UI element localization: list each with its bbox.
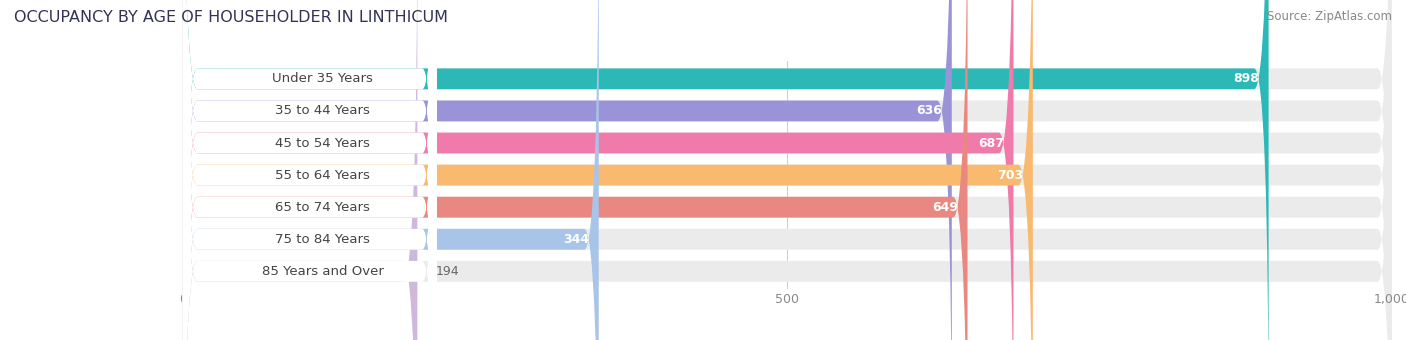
Text: 65 to 74 Years: 65 to 74 Years: [276, 201, 370, 214]
FancyBboxPatch shape: [183, 0, 1033, 340]
Text: 898: 898: [1233, 72, 1258, 85]
Text: 35 to 44 Years: 35 to 44 Years: [276, 104, 370, 117]
FancyBboxPatch shape: [183, 0, 418, 340]
Text: 194: 194: [436, 265, 460, 278]
Text: 85 Years and Over: 85 Years and Over: [262, 265, 384, 278]
Text: 703: 703: [997, 169, 1024, 182]
FancyBboxPatch shape: [183, 0, 952, 340]
FancyBboxPatch shape: [183, 0, 437, 340]
Text: OCCUPANCY BY AGE OF HOUSEHOLDER IN LINTHICUM: OCCUPANCY BY AGE OF HOUSEHOLDER IN LINTH…: [14, 10, 449, 25]
Text: Under 35 Years: Under 35 Years: [271, 72, 373, 85]
FancyBboxPatch shape: [183, 0, 1392, 340]
FancyBboxPatch shape: [183, 0, 1268, 340]
FancyBboxPatch shape: [183, 0, 1392, 340]
FancyBboxPatch shape: [183, 0, 967, 340]
FancyBboxPatch shape: [183, 0, 1392, 340]
FancyBboxPatch shape: [183, 0, 437, 340]
Text: 636: 636: [917, 104, 942, 117]
FancyBboxPatch shape: [183, 0, 1392, 340]
FancyBboxPatch shape: [183, 0, 437, 340]
FancyBboxPatch shape: [183, 0, 1392, 340]
Text: 75 to 84 Years: 75 to 84 Years: [276, 233, 370, 246]
FancyBboxPatch shape: [183, 0, 1392, 340]
FancyBboxPatch shape: [183, 0, 437, 340]
FancyBboxPatch shape: [183, 0, 437, 340]
FancyBboxPatch shape: [183, 0, 1014, 340]
Text: 55 to 64 Years: 55 to 64 Years: [276, 169, 370, 182]
Text: Source: ZipAtlas.com: Source: ZipAtlas.com: [1267, 10, 1392, 23]
FancyBboxPatch shape: [183, 0, 1392, 340]
FancyBboxPatch shape: [183, 0, 437, 340]
FancyBboxPatch shape: [183, 0, 437, 340]
Text: 45 to 54 Years: 45 to 54 Years: [276, 137, 370, 150]
FancyBboxPatch shape: [183, 0, 599, 340]
Text: 687: 687: [977, 137, 1004, 150]
Text: 649: 649: [932, 201, 957, 214]
Text: 344: 344: [562, 233, 589, 246]
